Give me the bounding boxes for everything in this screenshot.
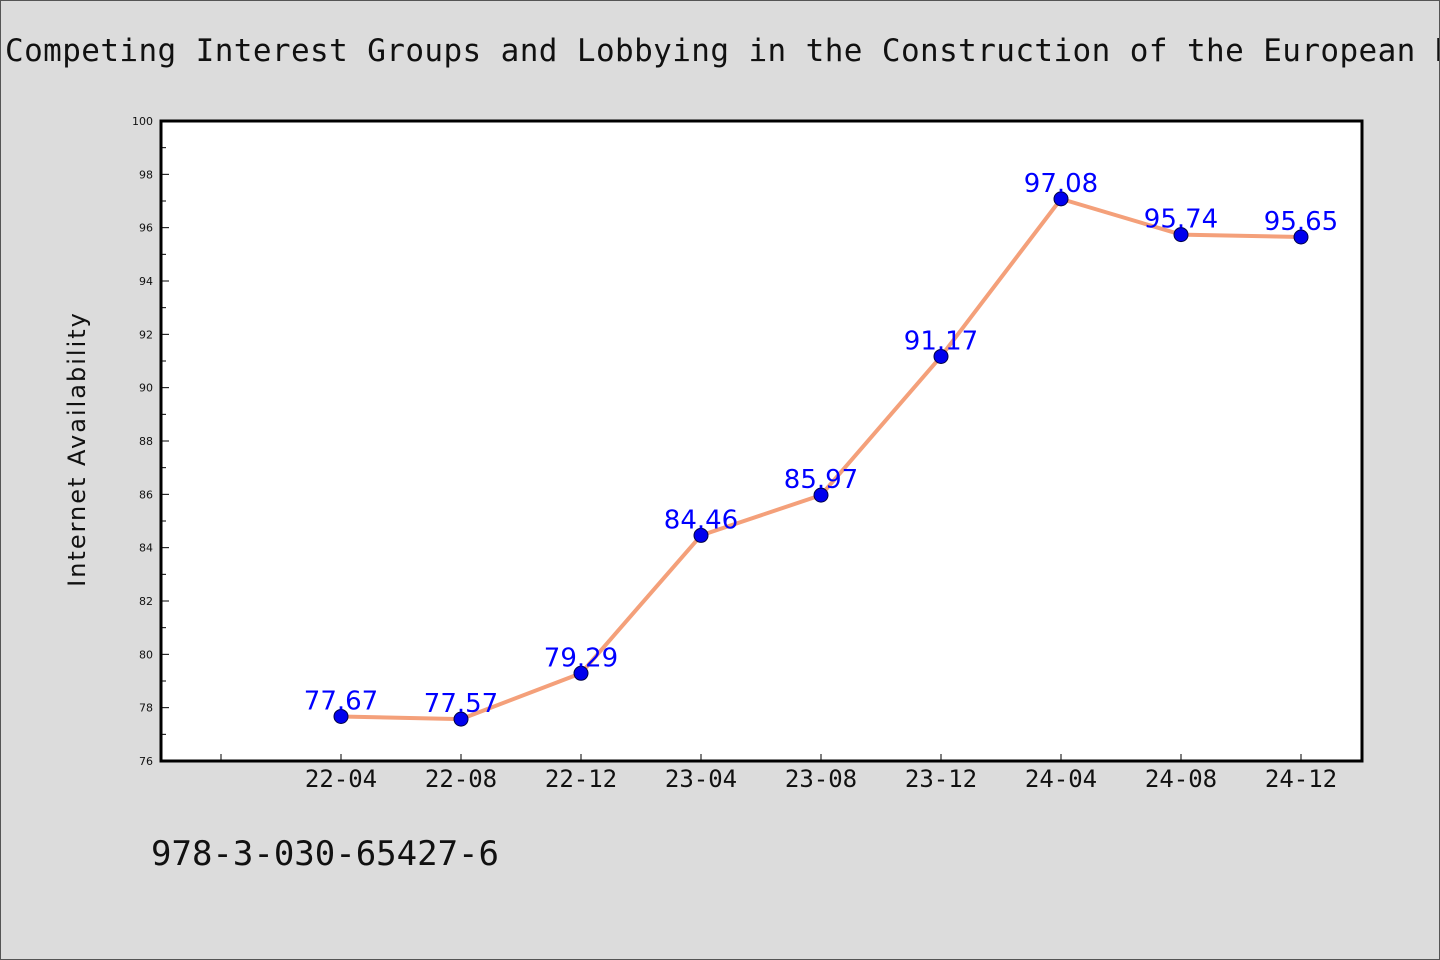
y-tick-label: 98: [139, 168, 153, 181]
data-point: [813, 487, 829, 503]
y-tick-label: 82: [139, 595, 153, 608]
data-label: 77.67: [304, 686, 378, 716]
chart-title: Competing Interest Groups and Lobbying i…: [5, 33, 1440, 69]
y-tick-label: 88: [139, 435, 153, 448]
x-tick-label: 22-08: [425, 765, 497, 793]
y-tick-label: 92: [139, 328, 153, 341]
x-tick-label: 24-04: [1025, 765, 1097, 793]
data-point: [693, 527, 709, 543]
y-tick-label: 78: [139, 702, 153, 715]
y-tick-label: 86: [139, 488, 153, 501]
y-tick-label: 90: [139, 382, 153, 395]
data-label: 97.08: [1024, 169, 1098, 199]
data-point: [1293, 229, 1309, 245]
data-label: 77.57: [424, 689, 498, 719]
data-point: [573, 665, 589, 681]
data-point: [1173, 227, 1189, 243]
x-tick-label: 23-04: [665, 765, 737, 793]
x-tick-label: 23-08: [785, 765, 857, 793]
x-tick-label: 22-12: [545, 765, 617, 793]
y-tick-label: 94: [139, 275, 153, 288]
y-tick-label: 100: [132, 115, 153, 128]
y-tick-label: 76: [139, 755, 153, 768]
data-label: 95.74: [1144, 205, 1218, 235]
data-label: 79.29: [544, 643, 618, 673]
data-label: 84.46: [664, 505, 738, 535]
data-point: [933, 348, 949, 364]
data-point: [333, 708, 349, 724]
data-point: [453, 711, 469, 727]
data-point: [1053, 191, 1069, 207]
data-label: 85.97: [784, 465, 858, 495]
plot-border: [159, 119, 1364, 763]
data-label: 95.65: [1264, 207, 1338, 237]
x-tick-label: 24-12: [1265, 765, 1337, 793]
x-tick-label: 23-12: [905, 765, 977, 793]
y-tick-label: 96: [139, 222, 153, 235]
y-tick-label: 80: [139, 648, 153, 661]
y-tick-label: 84: [139, 542, 153, 555]
data-label: 91.17: [904, 326, 978, 356]
x-tick-label: 24-08: [1145, 765, 1217, 793]
x-tick-label: 22-04: [305, 765, 377, 793]
isbn-text: 978-3-030-65427-6: [151, 834, 499, 874]
